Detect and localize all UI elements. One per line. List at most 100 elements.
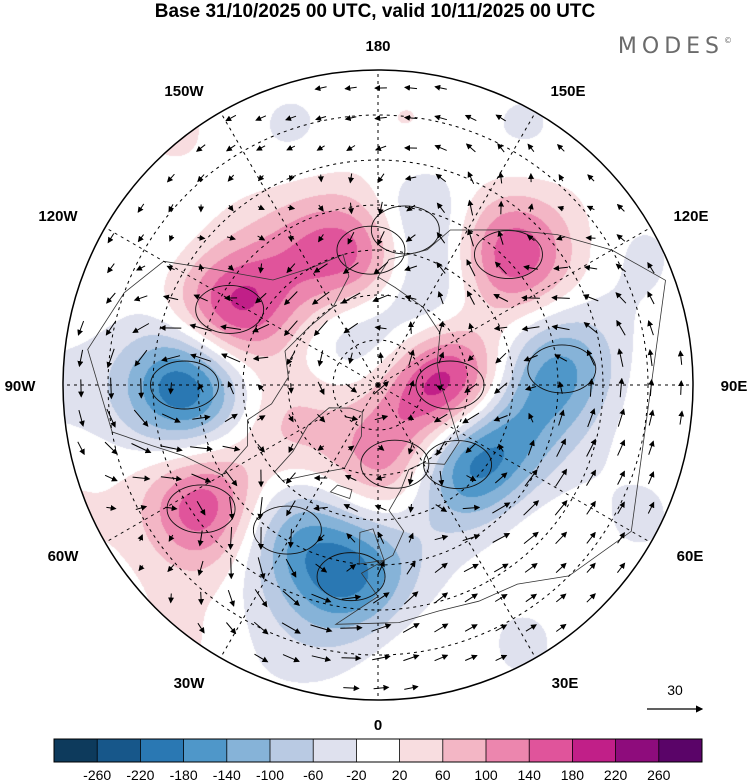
wind-arrow: [227, 204, 234, 212]
wind-arrow: [252, 323, 270, 333]
wind-arrow: [617, 562, 626, 574]
wind-arrow: [493, 294, 509, 302]
wind-arrow: [586, 349, 595, 366]
wind-arrow: [466, 259, 476, 277]
wind-arrow: [133, 409, 149, 427]
wind-arrow: [467, 290, 475, 305]
wind-arrow: [314, 85, 327, 92]
wind-arrow: [257, 384, 265, 392]
wind-arrow: [197, 174, 205, 183]
wind-arrow: [462, 534, 481, 542]
wind-arrow: [377, 231, 385, 246]
wind-arrow: [281, 622, 301, 634]
wind-arrow: [227, 589, 235, 607]
colorbar-swatch: [54, 739, 98, 762]
wind-arrow: [406, 204, 416, 212]
wind-arrow: [136, 265, 146, 271]
colorbar-swatch: [226, 739, 271, 762]
wind-arrow: [317, 381, 325, 396]
wind-vectors: [77, 84, 685, 692]
wind-arrow: [618, 377, 625, 398]
wind-arrow: [191, 473, 212, 483]
lon-label-90w: 90W: [5, 378, 37, 395]
wind-arrow: [286, 145, 296, 151]
lon-label-30w: 30W: [174, 675, 206, 692]
wind-arrow: [464, 593, 478, 603]
wind-arrow: [551, 294, 570, 301]
wind-arrow: [527, 203, 534, 212]
wind-arrow: [434, 144, 447, 151]
wind-arrow: [197, 530, 204, 547]
wind-arrow: [497, 143, 505, 153]
coastline: [329, 484, 353, 500]
latitude-circle: [107, 114, 649, 656]
wind-arrow: [583, 264, 598, 271]
wind-arrow: [374, 145, 387, 151]
wind-arrow: [287, 528, 294, 549]
wind-arrow: [285, 472, 296, 485]
wind-arrow: [133, 295, 148, 302]
wind-arrow: [556, 623, 567, 632]
wind-arrow: [347, 231, 355, 245]
wind-arrow: [287, 383, 294, 394]
wind-arrow: [134, 349, 148, 367]
colorbar-swatch: [529, 739, 573, 762]
wind-arrow: [437, 290, 444, 305]
wind-arrow: [225, 144, 236, 152]
wind-arrow: [162, 294, 179, 301]
wind-arrow: [104, 474, 118, 482]
wind-arrow: [588, 378, 595, 397]
colorbar-tick-label: 20: [392, 767, 408, 783]
wind-arrow: [374, 115, 387, 122]
wind-arrow: [167, 382, 174, 395]
wind-arrow: [196, 501, 206, 516]
wind-arrow: [344, 115, 357, 122]
coastline: [274, 407, 363, 481]
wind-arrow: [198, 591, 205, 606]
wind-arrow: [227, 526, 234, 550]
colorbar-tick-label: 60: [435, 767, 451, 783]
wind-arrow: [161, 413, 181, 423]
wind-arrow: [168, 204, 175, 213]
wind-arrow: [257, 234, 266, 241]
wind-arrow: [555, 562, 567, 573]
wind-arrow: [404, 175, 417, 182]
colorbar-swatch: [658, 739, 703, 762]
wind-arrow: [586, 438, 596, 457]
wind-arrow: [587, 408, 596, 428]
wind-arrow: [587, 174, 595, 182]
latitude-circle: [197, 204, 559, 566]
wind-arrow: [495, 114, 506, 122]
wind-arrow: [343, 685, 360, 692]
coastline: [358, 528, 385, 565]
wind-arrow: [436, 261, 446, 274]
wind-arrow: [78, 409, 85, 427]
wind-arrow: [403, 591, 419, 605]
wind-arrow: [288, 443, 294, 454]
wind-arrow: [493, 415, 508, 422]
colorbar-tick-label: 140: [518, 767, 542, 783]
wind-arrow: [377, 201, 384, 216]
wind-arrow: [436, 202, 445, 214]
colorbar-tick-label: -180: [170, 767, 198, 783]
wind-arrow: [493, 325, 508, 332]
wind-arrow: [554, 354, 568, 362]
wind-arrow: [227, 380, 235, 395]
wind-arrow: [316, 534, 325, 542]
wind-arrow: [160, 445, 183, 453]
colorbar-swatch: [572, 739, 616, 762]
wind-arrow: [226, 234, 236, 241]
wind-arrow: [254, 589, 268, 608]
wind-arrow: [585, 235, 596, 242]
contour-line: [336, 225, 406, 275]
colorbar-tick-label: 180: [561, 767, 585, 783]
wind-arrow: [287, 204, 296, 211]
wind-arrow: [167, 564, 175, 573]
wind-arrow: [220, 324, 241, 331]
wind-arrow: [438, 351, 445, 364]
wind-arrow: [557, 205, 564, 212]
colorbar-swatch: [97, 739, 141, 762]
coastline: [87, 254, 350, 476]
wind-arrow: [527, 143, 535, 153]
colorbar-swatch: [140, 739, 184, 762]
